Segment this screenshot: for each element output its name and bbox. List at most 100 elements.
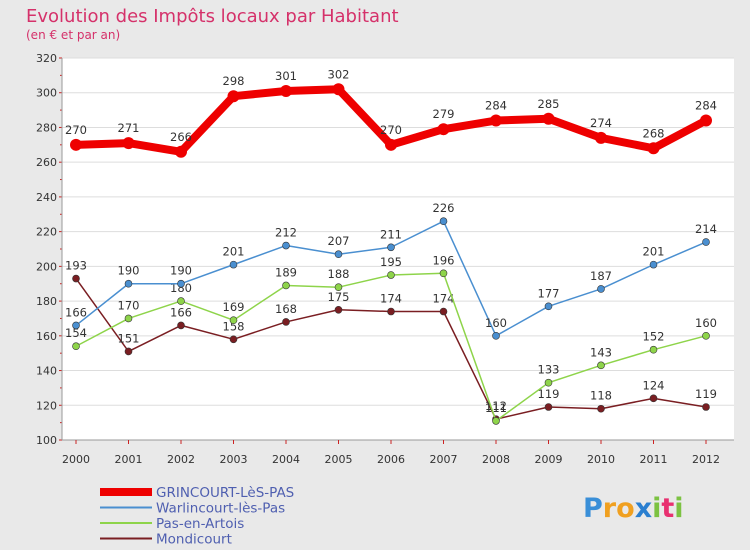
data-point (544, 302, 553, 311)
data-point (387, 307, 395, 316)
data-point (229, 335, 238, 344)
data-label: 175 (328, 290, 350, 304)
data-label: 166 (170, 305, 192, 319)
data-label: 190 (170, 264, 192, 278)
data-point (702, 238, 710, 246)
data-label: 195 (380, 255, 402, 269)
logo-letter: P (583, 493, 603, 524)
logo-letter: o (616, 493, 635, 524)
grid-lines (62, 57, 734, 441)
data-label: 188 (328, 267, 350, 281)
data-label: 158 (223, 319, 245, 333)
data-point (649, 394, 658, 403)
data-point (177, 279, 185, 288)
data-label: 169 (223, 300, 245, 314)
data-label: 170 (118, 298, 140, 312)
data-point (282, 241, 290, 250)
data-point (387, 243, 395, 252)
logo-letter: x (635, 493, 652, 524)
data-point (702, 332, 710, 340)
data-label: 118 (590, 389, 612, 403)
legend-item: Mondicourt (100, 532, 232, 548)
data-label: 119 (538, 387, 560, 401)
legend-item: Pas-en-Artois (100, 516, 244, 532)
data-label: 133 (538, 363, 560, 377)
y-axis: 100 120 140 160 180 200 220 240 260 280 300 320 (36, 52, 734, 447)
data-label: 174 (380, 292, 402, 306)
data-label: 177 (538, 286, 560, 300)
data-label: 268 (643, 126, 665, 140)
data-point (70, 138, 82, 151)
data-label: 226 (433, 201, 455, 215)
legend-label: Warlincourt-lès-Pas (156, 501, 285, 517)
x-tick-label: 2002 (167, 453, 195, 466)
data-label: 193 (65, 259, 87, 273)
data-point (334, 305, 343, 314)
data-point (227, 90, 240, 103)
legend-label: Pas-en-Artois (156, 516, 244, 532)
y-tick-label: 220 (36, 226, 57, 239)
legend: GRINCOURT-LèS-PASWarlincourt-lès-PasPas-… (100, 485, 294, 548)
legend-label: GRINCOURT-LèS-PAS (156, 485, 294, 501)
y-tick-label: 180 (36, 295, 57, 308)
data-point (542, 112, 555, 125)
data-label: 168 (275, 302, 297, 316)
data-point (437, 123, 450, 136)
data-label: 212 (275, 226, 297, 240)
data-label: 189 (275, 265, 297, 279)
data-label: 190 (118, 264, 140, 278)
data-label: 143 (590, 345, 612, 359)
data-label: 274 (590, 116, 612, 130)
chart-title: Evolution des Impôts locaux par Habitant (26, 6, 399, 27)
logo-letter: i (674, 493, 683, 524)
data-point (597, 361, 605, 370)
data-label: 152 (643, 330, 665, 344)
data-label: 112 (485, 399, 507, 413)
data-point (72, 342, 80, 351)
data-point (544, 403, 553, 411)
data-point (649, 260, 658, 269)
data-point (72, 274, 80, 283)
data-label: 187 (590, 269, 612, 283)
x-tick-label: 2003 (220, 453, 248, 466)
data-label: 124 (643, 378, 665, 392)
data-point (597, 285, 605, 293)
data-point (439, 307, 448, 316)
data-point (647, 142, 660, 155)
logo-letter: t (661, 493, 674, 524)
data-point (72, 321, 80, 330)
data-point (229, 316, 238, 324)
data-point (492, 417, 500, 425)
data-point (439, 217, 448, 226)
data-label: 284 (695, 99, 717, 113)
data-label: 174 (433, 292, 455, 306)
legend-item: Warlincourt-lès-Pas (100, 501, 285, 517)
data-point (229, 260, 238, 269)
data-point (490, 114, 502, 127)
data-point (702, 403, 710, 411)
data-point (385, 138, 397, 151)
series-1: 166 190 190 201 212 207 211 226 160 177 187 201 214 (65, 201, 717, 340)
data-label: 119 (695, 387, 717, 401)
data-label: 201 (643, 245, 665, 259)
x-tick-label: 2011 (640, 453, 668, 466)
data-label: 270 (65, 123, 87, 137)
data-label: 154 (65, 326, 87, 340)
data-point (175, 145, 187, 158)
data-label: 160 (695, 316, 717, 330)
plot-area (62, 58, 734, 440)
data-point (124, 347, 133, 356)
data-point (700, 114, 712, 127)
data-label: 180 (170, 281, 192, 295)
y-tick-label: 140 (36, 365, 57, 378)
x-tick-label: 2007 (430, 453, 458, 466)
proxiti-logo: Proxiti (583, 493, 684, 524)
chart-subtitle: (en € et par an) (26, 28, 120, 42)
data-label: 111 (485, 401, 507, 415)
series-0: 270 271 266 298 301 302 270 279 284 285 274 268 284 (65, 67, 717, 158)
data-point (280, 84, 292, 97)
data-label: 166 (65, 305, 87, 319)
data-point (334, 250, 343, 259)
x-tick-label: 2005 (325, 453, 353, 466)
data-label: 270 (380, 123, 402, 137)
